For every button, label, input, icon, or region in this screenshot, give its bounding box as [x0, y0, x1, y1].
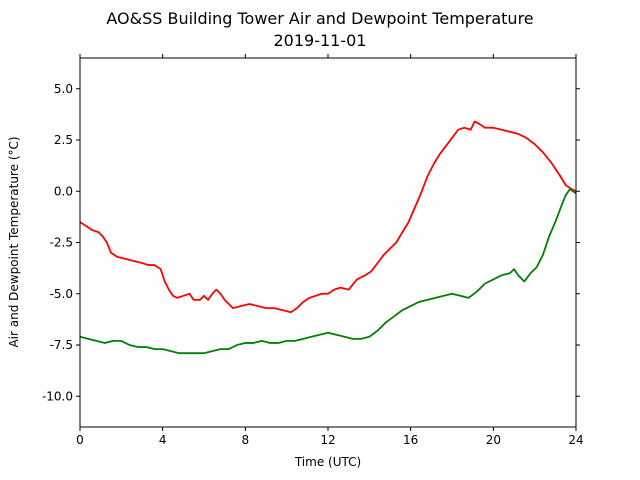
x-tick-label: 4 [159, 433, 167, 447]
series-line-1 [79, 188, 577, 355]
y-tick-label: -2.5 [50, 236, 73, 250]
y-axis: -10.0 -7.5 -5.0 -2.5 0.0 2.5 5.0 [42, 82, 580, 403]
plot-frame [79, 57, 577, 428]
series-line-0 [79, 120, 577, 314]
x-tick-label: 16 [403, 433, 418, 447]
y-axis-label: Air and Dewpoint Temperature (°C) [7, 136, 21, 347]
y-tick-label: 5.0 [54, 82, 73, 96]
y-tick-label: -7.5 [50, 338, 73, 352]
x-tick-label: 12 [320, 433, 335, 447]
x-tick-label: 0 [76, 433, 84, 447]
x-tick-label: 20 [486, 433, 501, 447]
y-tick-label: -10.0 [42, 389, 73, 403]
chart-subtitle: 2019-11-01 [274, 31, 367, 50]
series-layer [79, 120, 577, 355]
chart-title: AO&SS Building Tower Air and Dewpoint Te… [106, 9, 533, 28]
x-axis: 0 4 8 12 16 20 24 [76, 54, 584, 447]
x-tick-label: 8 [242, 433, 250, 447]
x-axis-label: Time (UTC) [294, 455, 361, 469]
y-tick-label: 2.5 [54, 133, 73, 147]
y-tick-label: 0.0 [54, 184, 73, 198]
y-tick-label: -5.0 [50, 287, 73, 301]
x-tick-label: 24 [568, 433, 583, 447]
